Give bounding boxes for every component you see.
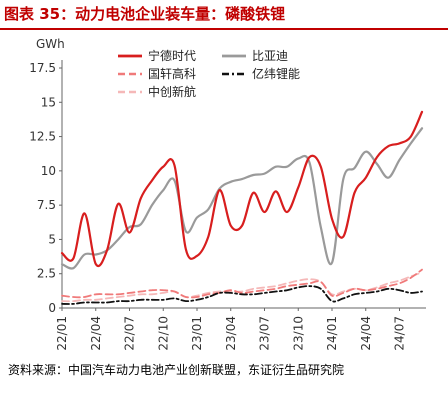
x-tick-label: 22/10 (156, 316, 170, 351)
y-tick-label: 17.5 (29, 61, 56, 75)
x-tick-label: 23/01 (190, 316, 204, 351)
series-line-2 (60, 127, 424, 270)
legend-label-1: 宁德时代 (148, 48, 196, 63)
x-tick-label: 24/04 (359, 316, 373, 351)
source-note: 资料来源：中国汽车动力电池产业创新联盟，东证衍生品研究院 (8, 363, 345, 377)
y-tick-label: 12.5 (29, 130, 56, 144)
series-line-1 (60, 110, 424, 268)
x-tick-label: 23/07 (258, 316, 272, 351)
y-tick-label: 10 (41, 164, 56, 178)
y-tick-label: 7.5 (37, 198, 56, 212)
x-tick-label: 22/04 (89, 316, 103, 351)
series-line-4 (61, 285, 423, 305)
legend-label-4: 亿纬锂能 (252, 66, 300, 81)
x-tick-label: 23/04 (224, 316, 238, 351)
x-tick-label: 23/10 (291, 316, 305, 351)
line-chart: GWh 0 2.5 5 7.5 10 12.5 15 17.5 22/01 22/04 22/07 22… (29, 37, 426, 351)
x-tick-label: 22/07 (123, 316, 137, 351)
y-tick-label: 15 (41, 95, 56, 109)
legend-label-3: 国轩高科 (148, 66, 196, 81)
series-line-3 (61, 268, 423, 299)
x-tick-label: 22/01 (55, 316, 69, 351)
legend-label-5: 中创新航 (148, 84, 196, 99)
y-tick-label: 2.5 (37, 267, 56, 281)
legend-label-2: 比亚迪 (252, 49, 288, 63)
y-axis-unit: GWh (36, 37, 65, 51)
title-rule (0, 28, 448, 30)
y-tick-label: 0 (48, 301, 56, 315)
y-tick-label: 5 (48, 232, 56, 246)
series-line-5 (61, 271, 423, 303)
x-tick-label: 24/07 (393, 316, 407, 351)
figure-title: 图表 35：动力电池企业装车量：磷酸铁锂 (4, 5, 286, 23)
x-tick-label: 24/01 (325, 316, 339, 351)
